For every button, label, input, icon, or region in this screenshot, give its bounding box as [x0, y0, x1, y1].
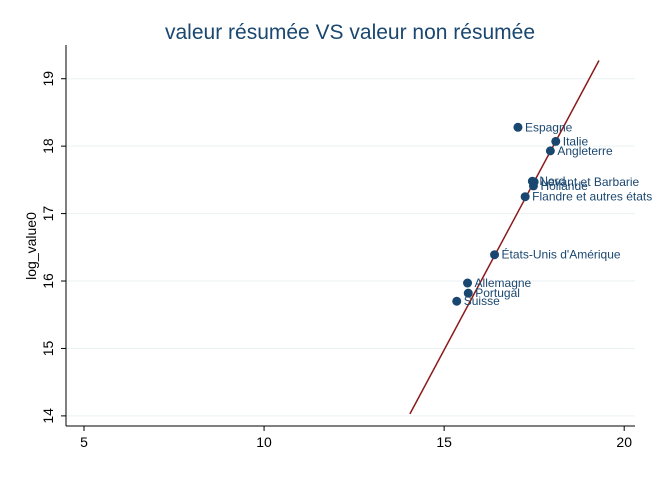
x-tick-label: 20 [616, 434, 632, 450]
y-tick-label: 18 [40, 138, 56, 154]
y-tick-label: 17 [40, 206, 56, 222]
data-point [551, 136, 561, 146]
point-label: Nord [539, 174, 565, 188]
point-label: Allemagne [475, 276, 532, 290]
point-label: Portugal [475, 286, 520, 300]
y-tick-label: 19 [40, 71, 56, 87]
y-tick-label: 16 [40, 273, 56, 289]
data-point [545, 146, 555, 156]
point-label: Espagne [525, 120, 573, 134]
x-tick-label: 15 [436, 434, 452, 450]
point-label: Flandre et autres états de l'Europe [532, 190, 653, 204]
data-point [490, 250, 500, 260]
data-point [528, 181, 538, 191]
data-point [463, 288, 473, 298]
point-label: Angleterre [557, 144, 613, 158]
point-label: Italie [563, 134, 589, 148]
data-point [520, 192, 530, 202]
chart-title: valeur résumée VS valeur non résumée [165, 21, 535, 44]
y-tick-label: 14 [40, 408, 56, 424]
y-tick-label: 15 [40, 340, 56, 356]
point-label: Hollande [540, 179, 588, 193]
data-point [452, 296, 462, 306]
data-point [463, 278, 473, 288]
point-label: Levant et Barbarie [541, 175, 639, 189]
point-label: États-Unis d'Amérique [502, 247, 621, 262]
y-axis-label: log_value0 [23, 212, 39, 280]
point-label: Suisse [464, 294, 500, 308]
x-tick-label: 5 [80, 434, 88, 450]
plot-area: 14 15 16 17 18 19 5 10 15 20 EspagneItalieAngleter… [40, 45, 653, 450]
x-tick-label: 10 [256, 434, 272, 450]
fit-line [409, 60, 600, 415]
data-point [513, 122, 523, 132]
